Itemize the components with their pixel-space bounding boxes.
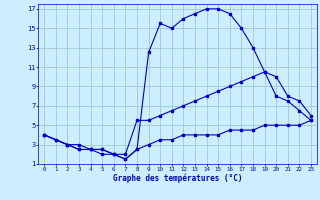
X-axis label: Graphe des températures (°C): Graphe des températures (°C) — [113, 173, 242, 183]
